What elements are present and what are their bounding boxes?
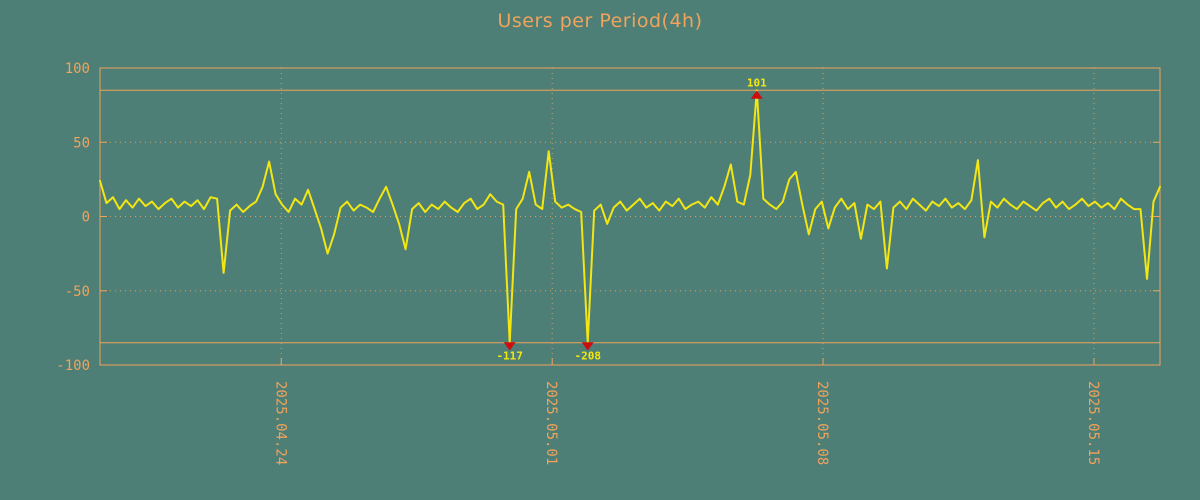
y-axis-tick-label: -50	[65, 284, 90, 300]
x-axis-date-label: 2025.04.24	[272, 381, 288, 465]
y-axis-tick-label: -100	[56, 358, 90, 374]
chart-title: Users per Period(4h)	[497, 10, 703, 32]
extreme-value-label: -117	[496, 350, 523, 363]
extreme-marker-icon	[581, 342, 594, 351]
extreme-value-label: -208	[574, 350, 601, 363]
extreme-value-label: 101	[747, 76, 767, 89]
extreme-marker-icon	[503, 342, 516, 351]
y-axis-tick-label: 50	[73, 135, 90, 151]
extreme-marker-icon	[750, 90, 763, 99]
users-series-line	[99, 89, 1161, 344]
x-axis-date-label: 2025.05.08	[814, 381, 830, 465]
y-axis-tick-label: 100	[65, 61, 90, 77]
y-axis-tick-label: 0	[82, 210, 90, 226]
x-axis-date-label: 2025.05.15	[1085, 381, 1101, 465]
x-axis-date-label: 2025.05.01	[543, 381, 559, 465]
